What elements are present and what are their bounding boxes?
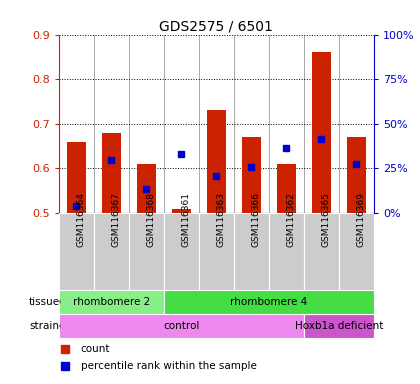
- Bar: [136, 164, 156, 213]
- Bar: [339, 213, 374, 290]
- Text: percentile rank within the sample: percentile rank within the sample: [81, 361, 257, 371]
- Bar: [234, 213, 269, 290]
- Bar: [59, 314, 304, 338]
- Bar: [59, 290, 164, 314]
- Bar: [94, 213, 129, 290]
- Text: GSM116367: GSM116367: [111, 192, 120, 247]
- Bar: [129, 213, 164, 290]
- Text: GSM116363: GSM116363: [216, 192, 225, 247]
- Text: Hoxb1a deficient: Hoxb1a deficient: [294, 321, 383, 331]
- Bar: [102, 133, 121, 213]
- Text: GSM116368: GSM116368: [146, 192, 155, 247]
- Text: count: count: [81, 344, 110, 354]
- Bar: [241, 137, 261, 213]
- Text: strain: strain: [29, 321, 60, 331]
- Bar: [312, 52, 331, 213]
- Text: control: control: [163, 321, 200, 331]
- Bar: [164, 290, 374, 314]
- Bar: [67, 142, 86, 213]
- Text: GSM116366: GSM116366: [251, 192, 260, 247]
- Text: tissue: tissue: [29, 297, 60, 307]
- Bar: [269, 213, 304, 290]
- Bar: [277, 164, 296, 213]
- Bar: [172, 209, 191, 213]
- Text: rhombomere 2: rhombomere 2: [73, 297, 150, 307]
- Text: rhombomere 4: rhombomere 4: [230, 297, 307, 307]
- Text: GSM116361: GSM116361: [181, 192, 190, 247]
- Text: GSM116362: GSM116362: [286, 192, 295, 247]
- Text: GSM116365: GSM116365: [321, 192, 330, 247]
- Bar: [346, 137, 366, 213]
- Text: GSM116364: GSM116364: [76, 192, 85, 247]
- Bar: [304, 213, 339, 290]
- Bar: [199, 213, 234, 290]
- Title: GDS2575 / 6501: GDS2575 / 6501: [159, 20, 273, 33]
- Bar: [304, 314, 374, 338]
- Bar: [207, 111, 226, 213]
- Bar: [59, 213, 94, 290]
- Text: GSM116369: GSM116369: [356, 192, 365, 247]
- Bar: [164, 213, 199, 290]
